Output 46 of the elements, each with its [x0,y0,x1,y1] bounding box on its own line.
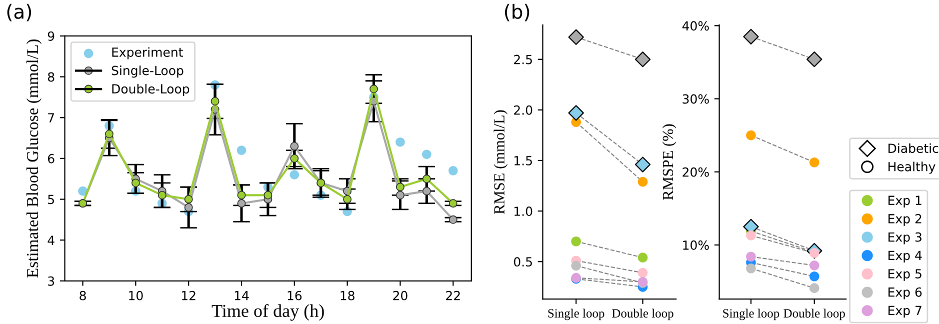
x-tick-label: Double loop [784,308,845,320]
text: Healthy [888,162,936,174]
y-tick-label: 1.5 [514,156,532,166]
y-tick-label: 9 [48,31,54,41]
y-tick-label: 6 [48,154,54,164]
x-tick-label: 8 [80,290,86,300]
y-tick-label: 7 [48,113,54,122]
y-tick-label: 1.0 [514,206,532,216]
legend-label: Exp 2 [888,214,922,226]
legend-label: Single-Loop [112,66,184,78]
x-tick-label: 20 [393,290,408,300]
legend-label: Exp 1 [888,196,922,208]
x-tick-label: 18 [340,290,354,300]
y-tick-label: 2.0 [514,105,532,115]
x-tick-label: Single loop [723,308,780,320]
x-tick-label: 10 [129,290,143,300]
y-tick-label: 8 [48,72,54,82]
y-tick-label: 0.5 [514,257,532,267]
legend-label: Exp 4 [888,250,922,263]
legend-label: Experiment [112,47,183,60]
y-tick-label: 20% [682,167,709,177]
x-tick-label: 16 [288,290,302,300]
legend-label: Exp 5 [888,269,922,281]
legend-label: Double-Loop [112,84,190,96]
legend-label: Exp 7 [888,306,922,318]
legend-label: Exp 3 [888,232,922,244]
x-axis-title: Time of day (h) [212,304,324,321]
y-tick-label: 4 [48,236,54,245]
x-tick-label: Double loop [612,308,674,320]
chart-title: (b) [504,4,530,22]
y-axis-title: RMSE (mmol/L) [494,110,508,214]
y-tick-label: 10% [683,240,709,250]
y-tick-label: 40% [682,21,709,31]
x-tick-label: 14 [234,291,249,300]
y-tick-label: 30% [682,94,709,104]
x-tick-label: 12 [182,290,196,300]
chart-title: (a) [7,4,32,22]
x-tick-label: 22 [446,290,460,300]
x-tick-label: Single loop [548,308,604,320]
y-tick-label: 2.5 [514,54,532,64]
y-axis-title: RMSPE (%) [662,124,676,200]
legend-label: Exp 6 [888,287,922,300]
text: Diabetic [888,143,938,154]
y-tick-label: 3 [48,276,54,286]
y-axis-title: Estimated Blood Glucose (mmol/L) [26,40,42,278]
y-tick-label: 5 [48,194,54,204]
